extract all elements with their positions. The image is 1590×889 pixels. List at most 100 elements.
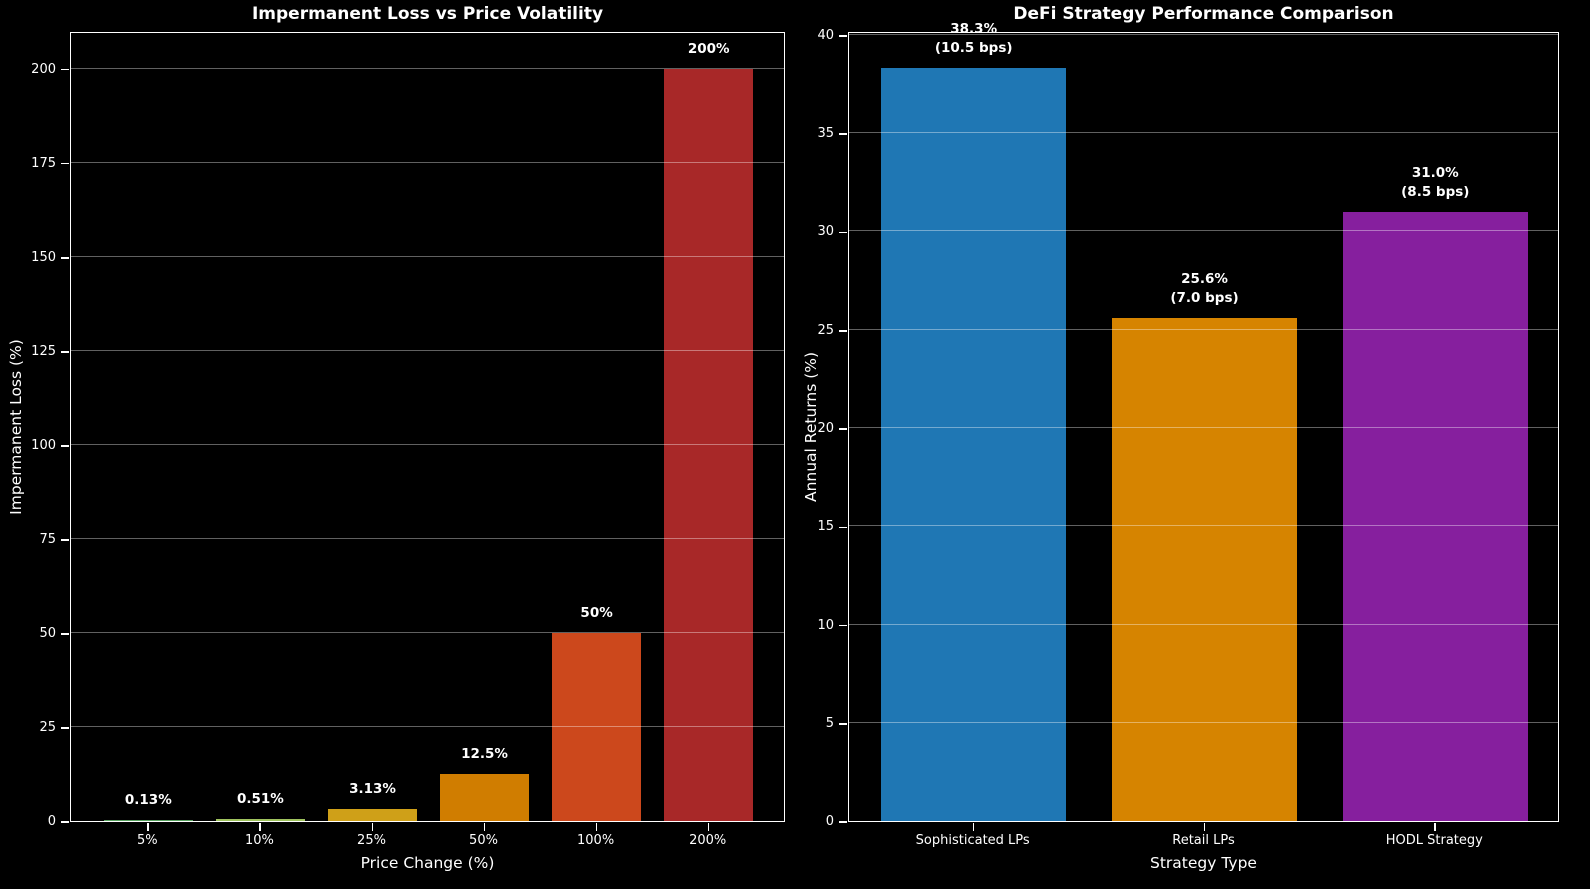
bar-value-label-line: 50% xyxy=(580,604,613,621)
gridline xyxy=(849,33,1558,35)
chart-impermanent-loss: Impermanent Loss vs Price Volatility Imp… xyxy=(7,4,785,872)
bar xyxy=(663,68,754,821)
bar-value-label-line: 200% xyxy=(687,40,730,57)
gridline xyxy=(849,721,1558,723)
y-tick-mark xyxy=(839,133,847,135)
gridline xyxy=(71,726,784,727)
bar-value-label: 38.3% (10.5 bps) xyxy=(864,20,1084,58)
x-tick-mark xyxy=(147,823,149,831)
x-tick-mark xyxy=(595,823,598,831)
y-tick-mark xyxy=(839,428,847,430)
gridline xyxy=(71,161,784,163)
y-tick-mark xyxy=(61,162,69,165)
gridline xyxy=(849,525,1558,527)
y-tick-label: 175 xyxy=(31,155,56,171)
bar xyxy=(327,809,418,821)
bar xyxy=(1343,211,1528,821)
bar xyxy=(551,632,642,821)
gridline xyxy=(71,537,784,539)
chart-title: Impermanent Loss vs Price Volatility xyxy=(251,4,604,24)
x-tick-label: 5% xyxy=(136,833,158,848)
y-tick-label: 25 xyxy=(817,322,834,338)
bar-value-label-line: 25.6% xyxy=(1181,270,1228,287)
bar-value-label: 12.5% xyxy=(375,745,595,764)
y-tick-mark xyxy=(61,633,69,635)
x-tick-label: 50% xyxy=(469,833,498,848)
gridline xyxy=(849,623,1558,625)
y-tick-label: 20 xyxy=(817,421,834,436)
bar-value-label: 0.13% xyxy=(38,791,258,810)
y-tick-mark xyxy=(839,330,847,332)
x-tick-label: Retail LPs xyxy=(1172,833,1235,848)
bar-value-label-line: (8.5 bps) xyxy=(1401,183,1470,200)
y-tick-mark xyxy=(839,35,847,37)
x-tick-mark xyxy=(483,823,485,831)
plot-area: 38.3% (10.5 bps) 25.6% (7.0 bps) 31.0% (8.5 b… xyxy=(848,21,1559,822)
y-tick-label: 25 xyxy=(39,720,56,735)
y-tick-label: 35 xyxy=(817,126,834,142)
bar-value-label-line: 0.51% xyxy=(236,791,284,808)
gridline xyxy=(71,67,784,69)
x-tick-mark xyxy=(371,823,373,831)
y-tick-mark xyxy=(61,68,69,71)
bar-value-label-line: 3.13% xyxy=(349,781,396,798)
x-tick-mark xyxy=(259,823,261,831)
y-tick-label: 150 xyxy=(31,249,56,265)
bar xyxy=(103,819,194,821)
bar-value-label: 31.0% (8.5 bps) xyxy=(1325,164,1545,202)
y-tick-label: 40 xyxy=(817,27,834,43)
bar xyxy=(215,819,306,821)
bar-value-label: 0.51% xyxy=(150,790,370,809)
gridline xyxy=(71,349,784,351)
bar-value-label: 50% xyxy=(487,604,707,623)
gridline xyxy=(71,631,784,633)
x-tick-label: 100% xyxy=(577,833,615,848)
gridline xyxy=(71,255,784,257)
y-tick-mark xyxy=(839,231,847,234)
y-tick-label: 0 xyxy=(825,814,834,829)
y-tick-label: 200 xyxy=(31,61,56,77)
y-tick-mark xyxy=(61,539,69,541)
y-tick-mark xyxy=(839,526,847,528)
y-tick-label: 125 xyxy=(31,343,56,359)
y-tick-label: 75 xyxy=(39,531,56,547)
x-tick-mark xyxy=(972,823,975,831)
gridline xyxy=(849,230,1558,232)
x-tick-label: HODL Strategy xyxy=(1385,833,1483,848)
bar-value-label-line: 12.5% xyxy=(461,746,508,762)
bar-value-label-line: 0.13% xyxy=(124,791,172,808)
bar-value-label: 200% xyxy=(599,40,819,59)
y-tick-label: 0 xyxy=(47,814,56,829)
gridline xyxy=(71,443,784,445)
x-tick-label: Sophisticated LPs xyxy=(915,833,1030,848)
bar xyxy=(1112,317,1297,821)
y-tick-mark xyxy=(839,624,847,627)
y-tick-label: 10 xyxy=(817,617,834,633)
y-tick-mark xyxy=(61,351,69,353)
bar-value-label-line: 31.0% xyxy=(1411,164,1459,181)
gridline xyxy=(849,132,1558,134)
bar-value-label: 25.6% (7.0 bps) xyxy=(1095,270,1315,308)
bar-value-label: 3.13% xyxy=(263,780,483,799)
y-tick-mark xyxy=(839,723,847,725)
x-tick-mark xyxy=(1203,823,1205,831)
gridline xyxy=(849,328,1558,330)
y-tick-label: 30 xyxy=(817,224,834,240)
x-tick-label: 25% xyxy=(357,833,386,848)
y-tick-mark xyxy=(839,821,847,823)
y-tick-mark xyxy=(61,727,69,729)
bar-value-label-line: (7.0 bps) xyxy=(1170,289,1239,306)
x-axis-label: Strategy Type xyxy=(1150,854,1257,872)
x-tick-label: 200% xyxy=(689,833,727,848)
y-tick-label: 15 xyxy=(817,519,834,535)
y-tick-mark xyxy=(61,257,69,259)
x-tick-mark xyxy=(1434,823,1436,831)
chart-strategy-performance: DeFi Strategy Performance Comparison Ann… xyxy=(795,0,1590,889)
bar xyxy=(881,68,1066,821)
y-tick-label: 100 xyxy=(31,437,56,453)
bar-value-label-line: (10.5 bps) xyxy=(934,40,1013,57)
gridline xyxy=(849,427,1558,428)
bar-value-label-line: 38.3% xyxy=(950,21,998,38)
y-axis-label: Impermanent Loss (%) xyxy=(7,339,25,515)
